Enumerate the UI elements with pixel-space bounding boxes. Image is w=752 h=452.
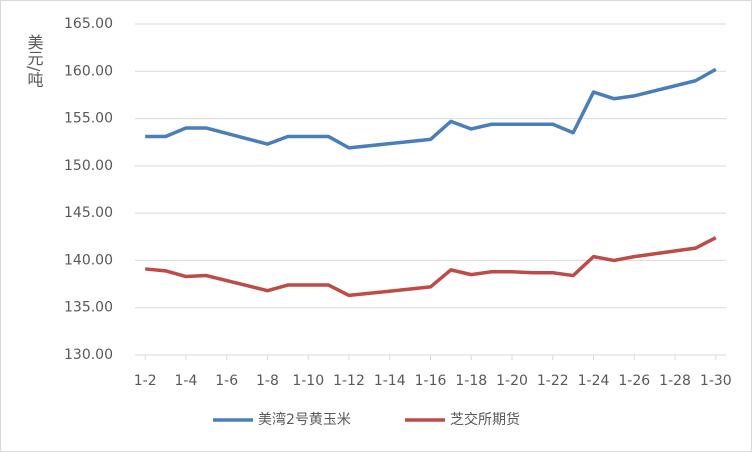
y-tick-label: 135.00 [64,300,113,316]
y-tick-label: 130.00 [64,347,113,363]
x-tick-label: 1-8 [256,373,279,389]
x-tick-label: 1-2 [134,373,157,389]
y-tick-label: 165.00 [64,16,113,32]
legend-label: 美湾2号黄玉米 [258,411,351,428]
x-tick-label: 1-28 [659,373,691,389]
y-tick-label: 140.00 [64,252,113,268]
x-tick-label: 1-26 [618,373,650,389]
x-tick-label: 1-24 [578,373,610,389]
x-tick-label: 1-16 [415,373,447,389]
series-line [145,236,717,298]
x-tick-label: 1-10 [292,373,324,389]
y-axis-label: 美元/吨 [25,34,44,87]
series-line [145,67,717,150]
y-tick-label: 155.00 [64,111,113,127]
y-tick-label: 160.00 [64,63,113,79]
x-tick-label: 1-18 [455,373,487,389]
x-tick-label: 1-6 [215,373,238,389]
legend-label: 芝交所期货 [450,411,520,428]
x-tick-label: 1-30 [700,373,732,389]
x-tick-label: 1-20 [496,373,528,389]
y-tick-label: 150.00 [64,158,113,174]
x-tick-label: 1-12 [333,373,365,389]
x-tick-label: 1-22 [537,373,569,389]
x-tick-label: 1-4 [175,373,198,389]
y-tick-label: 145.00 [64,205,113,221]
x-tick-label: 1-14 [374,373,406,389]
